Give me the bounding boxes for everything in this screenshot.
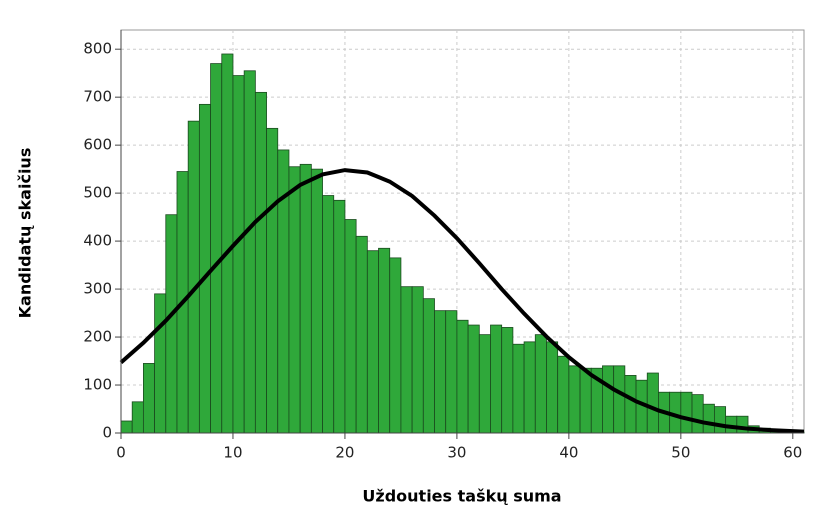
bar <box>691 394 704 434</box>
bar <box>322 195 335 434</box>
bar <box>366 250 379 434</box>
bar <box>534 334 547 434</box>
bar <box>288 166 301 434</box>
bar <box>389 257 402 434</box>
bar <box>400 286 413 434</box>
bar <box>198 103 211 434</box>
bar <box>434 310 447 434</box>
bar <box>210 63 223 434</box>
bar <box>299 163 312 434</box>
x-tick-label: 20 <box>335 444 354 462</box>
bar <box>557 355 570 434</box>
bar <box>613 365 626 434</box>
y-tick-label: 800 <box>83 40 112 58</box>
bar <box>646 372 659 434</box>
bar <box>512 343 525 434</box>
bar <box>131 401 144 434</box>
bar <box>221 53 234 434</box>
bar <box>232 75 245 434</box>
bar <box>266 127 279 434</box>
y-tick-label: 300 <box>83 280 112 298</box>
x-tick-label: 60 <box>783 444 802 462</box>
bar <box>187 120 200 434</box>
x-axis-label: Uždouties taškų suma <box>362 487 561 506</box>
bar <box>501 327 514 434</box>
bar <box>624 375 637 434</box>
x-tick-label: 40 <box>559 444 578 462</box>
y-tick-label: 700 <box>83 88 112 106</box>
bar <box>120 420 133 434</box>
normal-curve <box>119 168 805 434</box>
bar <box>310 168 323 434</box>
bar <box>714 406 727 434</box>
y-tick-label: 200 <box>83 328 112 346</box>
bar <box>702 403 715 434</box>
bar <box>355 235 368 434</box>
bar <box>602 365 615 434</box>
x-tick-label: 50 <box>671 444 690 462</box>
bar <box>142 363 155 434</box>
bar <box>523 341 536 434</box>
bar <box>680 391 693 434</box>
bar <box>378 247 391 434</box>
bar <box>467 324 480 434</box>
y-tick-label: 100 <box>83 376 112 394</box>
x-tick-label: 0 <box>116 444 126 462</box>
y-axis-label: Kandidatų skaičius <box>16 148 35 319</box>
bar <box>254 91 267 434</box>
y-tick-label: 400 <box>83 232 112 250</box>
bar <box>333 199 346 434</box>
bar <box>411 286 424 434</box>
bar <box>568 365 581 434</box>
bar <box>546 341 559 434</box>
bar <box>422 298 435 434</box>
y-tick-label: 600 <box>83 136 112 154</box>
bar <box>243 70 256 434</box>
x-tick-label: 30 <box>447 444 466 462</box>
bar <box>445 310 458 434</box>
bar <box>165 214 178 434</box>
bar <box>344 219 357 434</box>
y-tick-label: 0 <box>102 424 112 442</box>
y-tick-label: 500 <box>83 184 112 202</box>
bar <box>478 334 491 434</box>
bar <box>579 367 592 434</box>
bar <box>490 324 503 434</box>
x-tick-label: 10 <box>223 444 242 462</box>
bar <box>154 293 167 434</box>
bar <box>456 319 469 434</box>
